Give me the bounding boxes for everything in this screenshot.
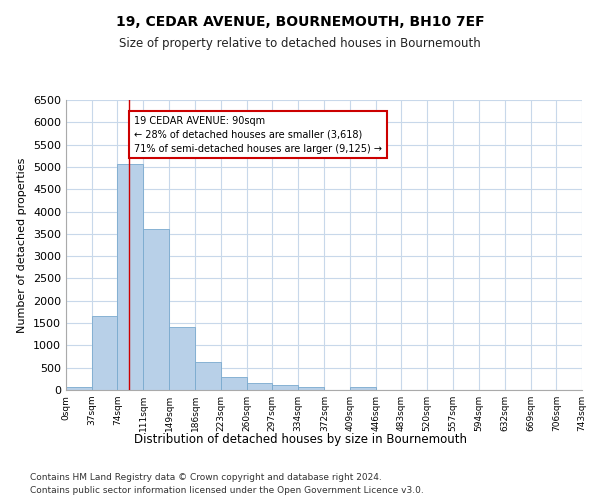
Text: Contains public sector information licensed under the Open Government Licence v3: Contains public sector information licen… <box>30 486 424 495</box>
Bar <box>195 362 221 390</box>
Text: Distribution of detached houses by size in Bournemouth: Distribution of detached houses by size … <box>133 432 467 446</box>
Bar <box>66 386 92 390</box>
Text: Contains HM Land Registry data © Crown copyright and database right 2024.: Contains HM Land Registry data © Crown c… <box>30 472 382 482</box>
Bar <box>118 164 143 390</box>
Bar <box>143 230 169 390</box>
Bar <box>169 326 195 390</box>
Bar <box>298 386 325 390</box>
Bar <box>247 384 272 390</box>
Bar <box>92 316 118 390</box>
Bar <box>272 385 298 390</box>
Text: 19, CEDAR AVENUE, BOURNEMOUTH, BH10 7EF: 19, CEDAR AVENUE, BOURNEMOUTH, BH10 7EF <box>116 15 484 29</box>
Bar <box>350 387 376 390</box>
Text: Size of property relative to detached houses in Bournemouth: Size of property relative to detached ho… <box>119 38 481 51</box>
Y-axis label: Number of detached properties: Number of detached properties <box>17 158 28 332</box>
Text: 19 CEDAR AVENUE: 90sqm
← 28% of detached houses are smaller (3,618)
71% of semi-: 19 CEDAR AVENUE: 90sqm ← 28% of detached… <box>134 116 382 154</box>
Bar <box>221 376 247 390</box>
